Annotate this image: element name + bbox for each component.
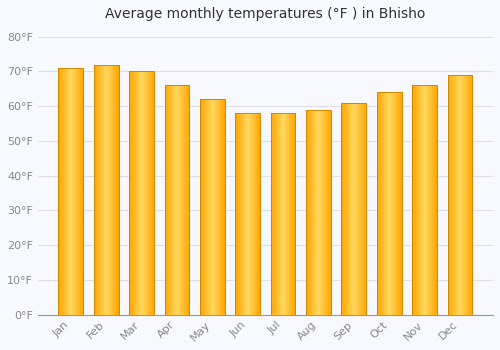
Bar	[164, 85, 190, 315]
Bar	[342, 103, 366, 315]
Bar	[129, 71, 154, 315]
Bar	[58, 68, 84, 315]
Bar	[200, 99, 225, 315]
Bar	[236, 113, 260, 315]
Bar	[94, 64, 118, 315]
Bar	[448, 75, 472, 315]
Bar	[412, 85, 437, 315]
Bar	[306, 110, 331, 315]
Bar	[377, 92, 402, 315]
Bar	[270, 113, 295, 315]
Title: Average monthly temperatures (°F ) in Bhisho: Average monthly temperatures (°F ) in Bh…	[105, 7, 426, 21]
